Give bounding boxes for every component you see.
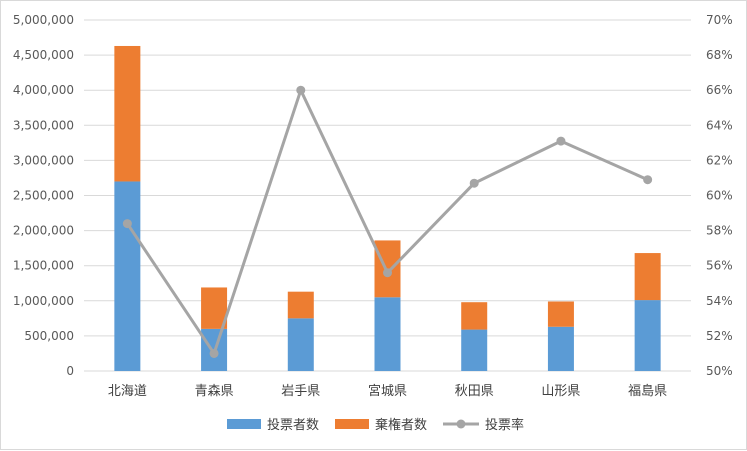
left-tick-label: 1,500,000 [13, 259, 74, 273]
bar-abstainers [201, 287, 228, 329]
bar-abstainers [461, 302, 488, 330]
turnout-point [469, 178, 479, 188]
right-tick-label: 58% [706, 224, 733, 238]
bar-abstainers [634, 253, 661, 301]
right-tick-label: 66% [706, 83, 733, 97]
right-tick-label: 70% [706, 13, 733, 27]
category-label: 福島県 [628, 384, 667, 399]
left-tick-label: 0 [66, 364, 74, 378]
right-tick-label: 50% [706, 364, 733, 378]
gridlines [84, 19, 691, 372]
right-tick-label: 56% [706, 259, 733, 273]
legend-label: 棄権者数 [375, 417, 427, 433]
left-tick-label: 5,000,000 [13, 13, 74, 27]
right-tick-label: 62% [706, 153, 733, 167]
turnout-line [122, 85, 653, 358]
left-axis-ticks: 0 500,000 1,000,000 1,500,000 2,000,000 2,500… [13, 13, 74, 378]
left-tick-label: 2,500,000 [13, 189, 74, 203]
turnout-point [383, 268, 392, 278]
category-label: 秋田県 [455, 384, 494, 399]
bar-abstainers [114, 45, 141, 182]
category-label: 青森県 [195, 384, 234, 399]
legend-label: 投票率 [485, 417, 524, 433]
category-labels: 北海道 青森県 岩手県 宮城県 秋田県 山形県 福島県 [108, 383, 667, 399]
bar-abstainers [547, 301, 574, 327]
turnout-point [209, 348, 219, 358]
left-tick-label: 3,500,000 [13, 118, 74, 132]
left-tick-label: 4,500,000 [13, 48, 74, 62]
right-tick-label: 52% [706, 329, 733, 343]
right-tick-label: 60% [706, 189, 733, 203]
legend-swatch-voters [227, 419, 261, 429]
left-tick-label: 3,000,000 [13, 153, 74, 167]
legend-marker-turnout [456, 419, 466, 429]
category-label: 岩手県 [281, 384, 320, 399]
turnout-point [643, 175, 653, 185]
legend-swatch-abstainers [335, 419, 369, 429]
right-tick-label: 54% [706, 294, 733, 308]
bar-abstainers [287, 291, 314, 319]
left-tick-label: 4,000,000 [13, 83, 74, 97]
turnout-point [556, 136, 566, 146]
left-tick-label: 2,000,000 [13, 224, 74, 238]
bar-voters [634, 300, 661, 371]
bar-voters [287, 318, 314, 371]
turnout-point [296, 85, 306, 95]
bar-voters [547, 326, 574, 371]
left-tick-label: 1,000,000 [13, 294, 74, 308]
turnout-point [122, 219, 132, 229]
bar-voters [114, 181, 141, 371]
bars [114, 45, 661, 371]
category-label: 北海道 [108, 384, 147, 399]
right-axis-ticks: 50% 52% 54% 56% 58% 60% 62% 64% 66% 68% 70% [706, 13, 733, 378]
right-tick-label: 68% [706, 48, 733, 62]
category-label: 宮城県 [368, 383, 407, 399]
right-tick-label: 64% [706, 118, 733, 132]
legend-label: 投票者数 [267, 417, 319, 433]
bar-voters [374, 297, 401, 371]
left-tick-label: 500,000 [24, 329, 74, 343]
category-label: 山形県 [541, 384, 580, 399]
legend: 投票者数 棄権者数 投票率 [227, 417, 524, 433]
bar-voters [461, 329, 488, 371]
